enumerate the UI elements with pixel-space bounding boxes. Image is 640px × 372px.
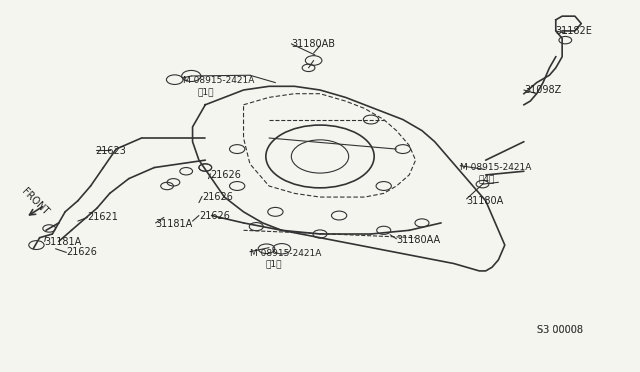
Text: 31181A: 31181A xyxy=(45,237,82,247)
Text: （1）: （1） xyxy=(266,260,282,269)
Text: M 08915-2421A: M 08915-2421A xyxy=(460,163,532,172)
Text: 31180A: 31180A xyxy=(467,196,504,206)
Text: 21626: 21626 xyxy=(67,247,97,257)
Text: 31180AA: 31180AA xyxy=(396,234,440,244)
Text: 21626: 21626 xyxy=(211,170,241,180)
Text: 21626: 21626 xyxy=(202,192,233,202)
Text: 31180AB: 31180AB xyxy=(291,39,335,49)
Text: FRONT: FRONT xyxy=(19,186,50,217)
Text: 21626: 21626 xyxy=(199,211,230,221)
Text: 21623: 21623 xyxy=(96,146,127,156)
Text: M 08915-2421A: M 08915-2421A xyxy=(250,249,321,258)
Text: S3 00008: S3 00008 xyxy=(537,325,582,335)
Text: （1）: （1） xyxy=(198,87,214,96)
Text: 31181A: 31181A xyxy=(156,219,193,229)
Text: M 08915-2421A: M 08915-2421A xyxy=(183,76,254,85)
Text: 31182E: 31182E xyxy=(556,26,593,36)
Text: 21621: 21621 xyxy=(88,212,118,222)
Text: （4）: （4） xyxy=(478,174,495,183)
Text: S3 00008: S3 00008 xyxy=(537,325,582,335)
Text: 31098Z: 31098Z xyxy=(524,85,561,95)
